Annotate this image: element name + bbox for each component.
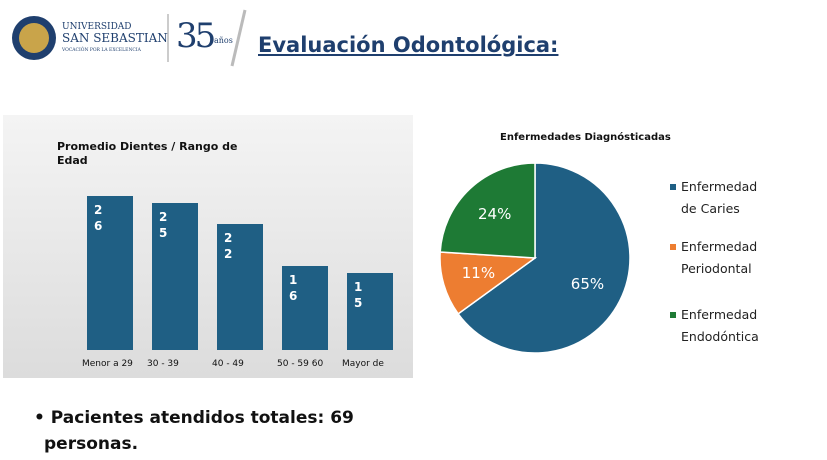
x-tick-label: 30 - 39 bbox=[147, 359, 179, 369]
slice-label: 65% bbox=[570, 274, 605, 293]
logo-35: 35 bbox=[176, 16, 216, 56]
pie-slice bbox=[439, 251, 538, 315]
legend-label: Enfermedad de Caries bbox=[681, 179, 758, 216]
pie-slice bbox=[457, 162, 631, 354]
logo-text: UNIVERSIDAD bbox=[62, 22, 132, 32]
x-tick-label: Mayor de bbox=[342, 359, 384, 369]
slide-title: Evaluación Odontológica: bbox=[258, 33, 559, 57]
bar-value-label: 15 bbox=[354, 280, 363, 310]
bar bbox=[282, 266, 328, 350]
logo-slash bbox=[230, 9, 247, 67]
logo-emblem-inner bbox=[19, 23, 49, 53]
chart-title: Enfermedades Diagnósticadas bbox=[500, 132, 671, 143]
pie-slice bbox=[439, 162, 536, 259]
bar-value-label: 16 bbox=[289, 273, 298, 303]
chart-title: Promedio Dientes / Rango de Edad bbox=[57, 140, 238, 167]
legend-label: Enfermedad Endodóntica bbox=[681, 307, 759, 344]
bar bbox=[152, 203, 198, 350]
logo-motto: VOCACIÓN POR LA EXCELENCIA bbox=[62, 48, 141, 53]
bar-panel bbox=[3, 115, 413, 378]
bar bbox=[347, 273, 393, 350]
legend-swatch bbox=[670, 312, 676, 318]
x-tick-label: 40 - 49 bbox=[212, 359, 244, 369]
slice-label: 11% bbox=[461, 264, 496, 283]
x-tick-label: Menor a 29 bbox=[82, 359, 133, 369]
bar-value-label: 25 bbox=[159, 210, 168, 240]
logo-text: SAN SEBASTIAN bbox=[62, 31, 168, 45]
bar bbox=[217, 224, 263, 350]
slice-label: 24% bbox=[478, 205, 512, 224]
x-tick-label: 50 - 59 60 bbox=[277, 359, 324, 369]
legend-swatch bbox=[670, 244, 676, 250]
legend-swatch bbox=[670, 184, 676, 190]
bullet-text: • Pacientes atendidos totales: 69 person… bbox=[34, 408, 354, 454]
logo-years: años bbox=[214, 36, 233, 45]
bar bbox=[87, 196, 133, 350]
bar-value-label: 26 bbox=[94, 203, 103, 233]
legend-label: Enfermedad Periodontal bbox=[681, 239, 758, 276]
bar-value-label: 22 bbox=[224, 231, 233, 261]
